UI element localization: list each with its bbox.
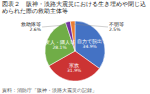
- pie-slice: [66, 21, 75, 51]
- pie-slice: [70, 21, 75, 51]
- leader-line: [73, 24, 108, 27]
- data-label: 31.9%: [67, 68, 82, 73]
- data-label: 34.9%: [83, 44, 98, 49]
- data-label: 2.5%: [109, 27, 121, 32]
- title: 図表２ 阪神・淡路大震災における生き埋めや閉じ込められた際の救助主体等: [2, 1, 148, 14]
- leader-line: [42, 25, 69, 27]
- labels: 自力で脱出34.9%家族31.9%友人・隣人等28.1%救助隊等2.6%不明等2…: [20, 21, 124, 72]
- pie-chart: 自力で脱出34.9%家族31.9%友人・隣人等28.1%救助隊等2.6%不明等2…: [0, 0, 150, 94]
- slices: [45, 21, 105, 81]
- note: 資料：消防庁「阪神・淡路大震災の記録」: [2, 88, 148, 93]
- data-label: 28.1%: [52, 45, 67, 50]
- chart: 図表２ 阪神・淡路大震災における生き埋めや閉じ込められた際の救助主体等資料：消防…: [0, 0, 150, 94]
- data-label: 2.6%: [30, 27, 42, 32]
